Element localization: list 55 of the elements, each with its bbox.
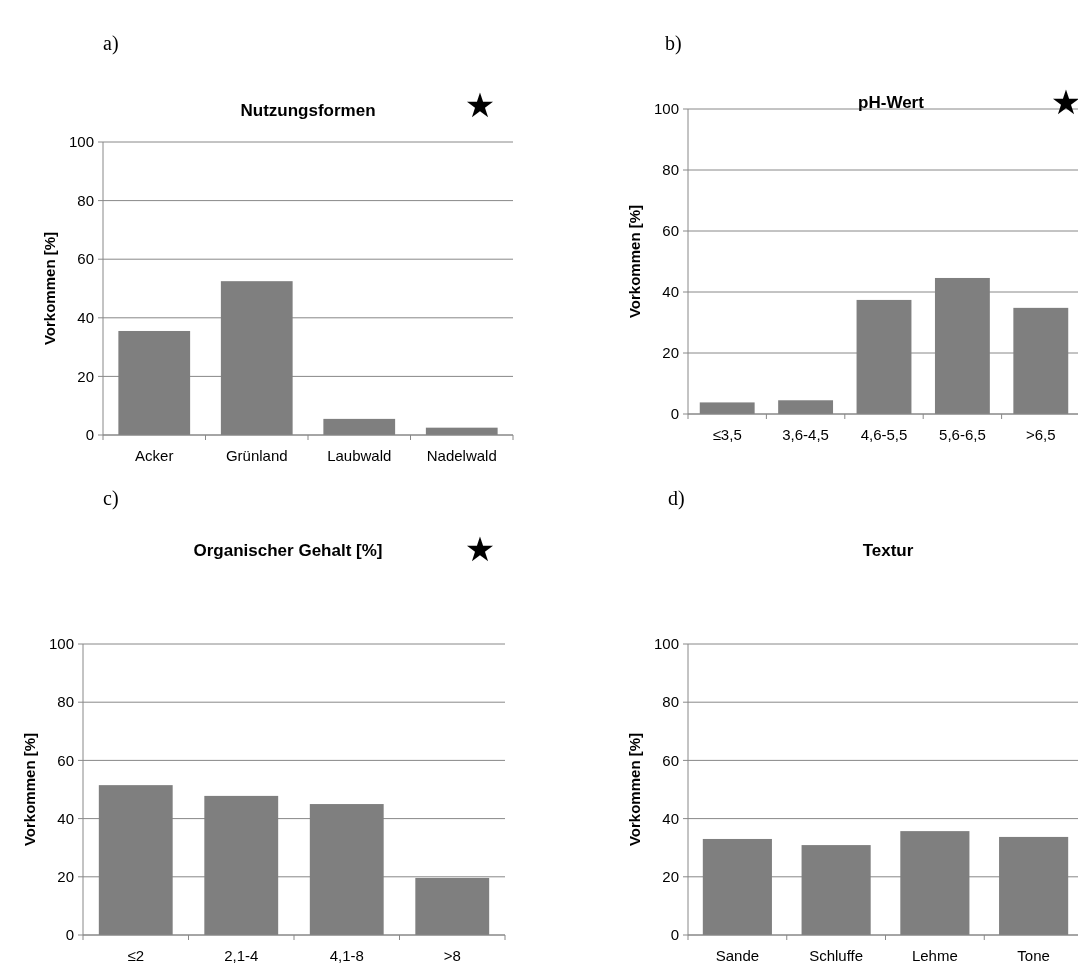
y-tick-label: 20	[57, 868, 74, 886]
text: ★	[464, 529, 496, 569]
text: d)	[668, 487, 685, 510]
x-tick-label: Lehme	[911, 947, 958, 964]
x-tick-label: Laubwald	[327, 447, 392, 464]
x-tick-label: Sande	[715, 947, 760, 964]
x-tick-label: Schluffe	[809, 947, 864, 964]
text: c)	[103, 487, 119, 510]
y-tick-label: 100	[653, 100, 679, 118]
y-axis-title: Vorkommen [%]	[41, 231, 58, 346]
y-tick-label: 80	[662, 161, 679, 179]
y-axis-title: Vorkommen [%]	[626, 732, 643, 847]
x-tick-label: >8	[443, 947, 461, 964]
x-tick-label: ≤3,5	[712, 426, 742, 443]
y-tick-label: 100	[48, 635, 74, 653]
y-tick-label: 0	[65, 926, 74, 944]
x-tick-label: 4,1-8	[329, 947, 364, 964]
y-tick-label: 100	[68, 133, 94, 151]
y-tick-label: 100	[653, 635, 679, 653]
y-tick-label: 0	[85, 426, 94, 444]
y-tick-label: 60	[57, 751, 74, 769]
y-tick-label: 80	[662, 693, 679, 711]
y-tick-label: 60	[662, 222, 679, 240]
x-tick-label: 5,6-6,5	[939, 426, 986, 443]
text: a)	[103, 32, 119, 55]
chart-title: Nutzungsformen	[240, 101, 376, 120]
x-tick-label: Nadelwald	[426, 447, 497, 464]
chart-title: Textur	[862, 541, 914, 560]
y-tick-label: 80	[57, 693, 74, 711]
text: b)	[665, 32, 682, 55]
y-tick-label: 20	[662, 344, 679, 362]
x-tick-label: Acker	[135, 447, 174, 464]
y-tick-label: 40	[57, 809, 74, 827]
x-tick-label: 4,6-5,5	[860, 426, 908, 443]
text: ★	[464, 85, 496, 125]
y-tick-label: 20	[662, 868, 679, 886]
y-tick-label: 60	[662, 751, 679, 769]
y-tick-label: 80	[77, 191, 94, 209]
x-tick-label: ≤2	[127, 947, 145, 964]
y-axis-title: Vorkommen [%]	[626, 204, 643, 319]
chart-title: pH-Wert	[858, 93, 925, 112]
x-tick-label: 3,6-4,5	[782, 426, 829, 443]
y-axis-title: Vorkommen [%]	[21, 732, 38, 847]
chart-title: Organischer Gehalt [%]	[193, 541, 383, 560]
y-tick-label: 40	[662, 809, 679, 827]
x-tick-label: >6,5	[1025, 426, 1056, 443]
y-tick-label: 40	[77, 309, 94, 327]
x-tick-label: Tone	[1017, 947, 1050, 964]
x-tick-label: 2,1-4	[224, 947, 259, 964]
y-tick-label: 0	[670, 405, 679, 423]
x-tick-label: Grünland	[225, 447, 288, 464]
y-tick-label: 20	[77, 367, 94, 385]
y-tick-label: 0	[670, 926, 679, 944]
y-tick-label: 60	[77, 250, 94, 268]
y-tick-label: 40	[662, 283, 679, 301]
